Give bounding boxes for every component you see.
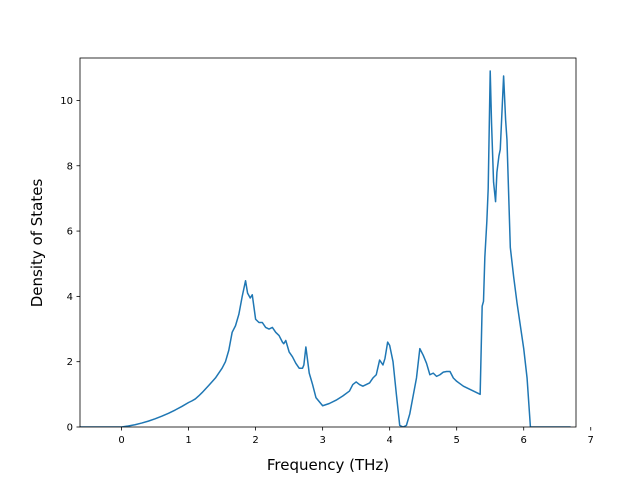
- y-tick-label: 10: [60, 96, 73, 107]
- x-axis-label: Frequency (THz): [267, 456, 389, 474]
- x-tick-label: 0: [118, 435, 124, 446]
- x-tick-label: 3: [319, 435, 325, 446]
- x-tick-label: 1: [185, 435, 191, 446]
- x-tick-label: 7: [588, 435, 594, 446]
- x-tick-label: 5: [454, 435, 460, 446]
- y-tick-label: 0: [67, 423, 73, 434]
- x-tick-label: 4: [386, 435, 392, 446]
- y-tick-label: 4: [67, 292, 73, 303]
- y-tick-label: 6: [67, 227, 73, 238]
- axes-frame: [79, 57, 577, 428]
- plot-area: [80, 70, 571, 427]
- y-axis-label: Density of States: [28, 179, 46, 308]
- axes: 0 1 2 3 4 5 6 7 0 2 4 6 8 10: [60, 57, 594, 446]
- x-tick-label: 2: [252, 435, 258, 446]
- y-tick-label: 8: [67, 161, 73, 172]
- dos-series-line: [80, 70, 571, 427]
- x-tick-label: 6: [521, 435, 527, 446]
- y-tick-label: 2: [67, 357, 73, 368]
